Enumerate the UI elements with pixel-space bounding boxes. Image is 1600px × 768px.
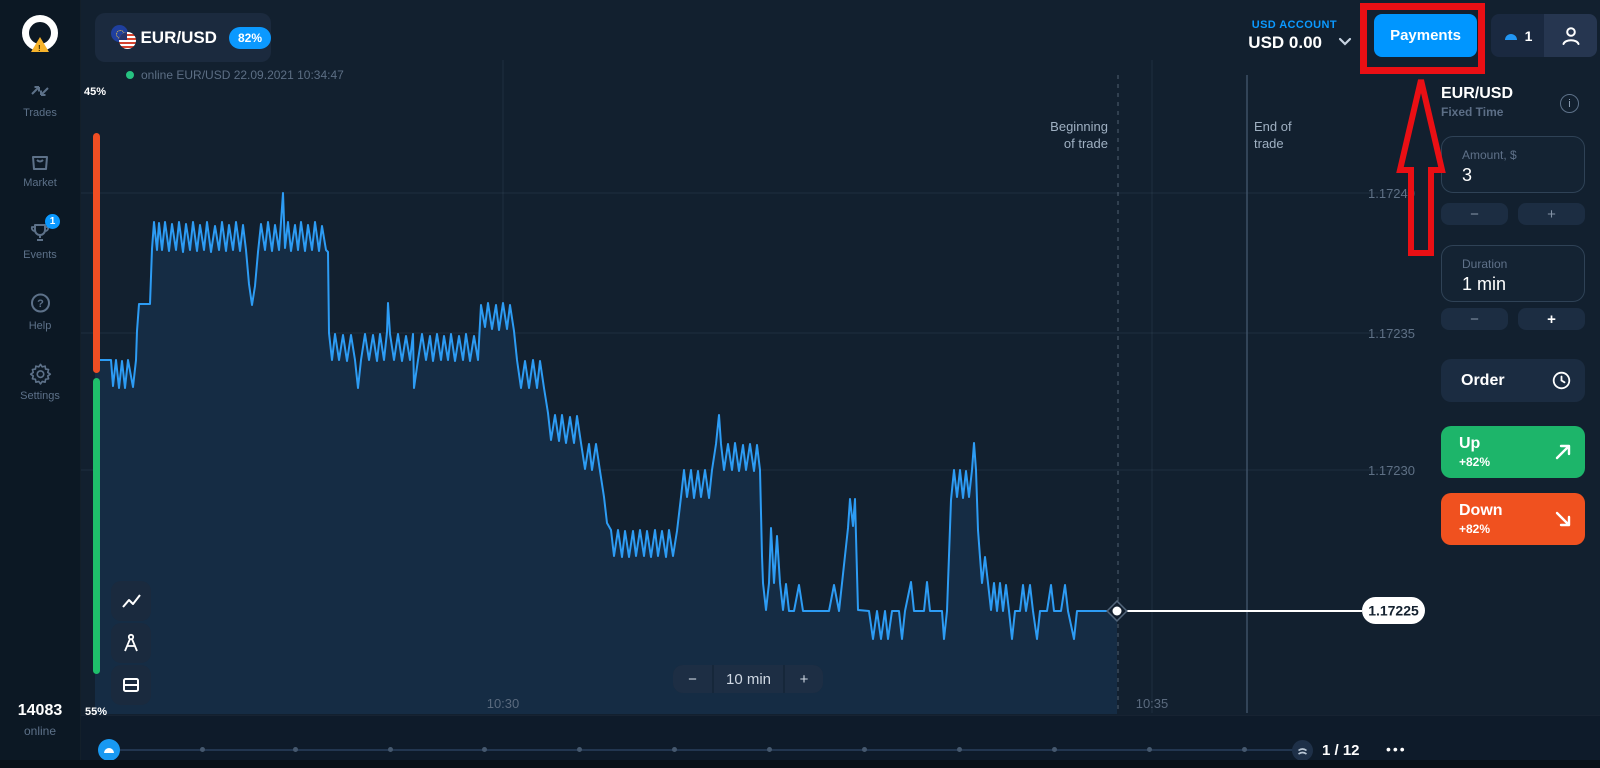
panel-asset-title: EUR/USD <box>1441 85 1514 102</box>
svg-text:?: ? <box>37 298 44 310</box>
duration-decrease-button[interactable]: − <box>1441 308 1508 330</box>
timeline-dot <box>862 747 867 752</box>
help-icon: ? <box>30 293 50 313</box>
compass-icon <box>124 633 138 652</box>
duration-value: 1 min <box>1462 274 1507 294</box>
sidebar-item-help[interactable]: ? Help <box>0 292 80 332</box>
timeline-dot <box>957 747 962 752</box>
trades-icon <box>31 86 49 96</box>
bottom-timeline-bar <box>80 715 1600 768</box>
amount-field[interactable]: Amount, $ 3 <box>1441 136 1585 193</box>
drawing-tools-button[interactable] <box>111 623 151 663</box>
timeline-dot <box>1242 747 1247 752</box>
x-axis-label: 10:30 <box>486 696 520 711</box>
pager-collapse-button[interactable] <box>1292 740 1313 761</box>
order-button[interactable]: Order <box>1441 359 1585 402</box>
amount-value: 3 <box>1462 165 1473 185</box>
duration-field[interactable]: Duration 1 min <box>1441 245 1585 302</box>
timeframe-zoom-in-button[interactable]: + <box>785 665 823 693</box>
up-label: Up <box>1459 435 1481 452</box>
timeline-dot <box>767 747 772 752</box>
timeline-dot <box>577 747 582 752</box>
asset-status-text: online EUR/USD 22.09.2021 10:34:47 <box>141 68 344 82</box>
end-of-trade-label: End of trade <box>1254 119 1292 151</box>
amount-decrease-button[interactable]: − <box>1441 203 1508 225</box>
y-axis-label: 1.17240 <box>1368 186 1415 201</box>
sidebar-item-settings[interactable]: Settings <box>0 362 80 402</box>
timeline-dot <box>200 747 205 752</box>
online-status-dot <box>126 71 134 79</box>
up-payout: +82% <box>1459 455 1491 469</box>
timeframe-value: 10 min <box>714 665 783 693</box>
double-chevron-icon <box>1298 747 1307 755</box>
timeline-dot <box>293 747 298 752</box>
timeline-dot <box>1052 747 1057 752</box>
sidebar: ! Trades Market 1 <box>0 0 81 768</box>
bottom-edge-strip <box>0 760 1600 768</box>
settings-gear-icon <box>29 363 51 385</box>
down-payout: +82% <box>1459 522 1491 536</box>
sidebar-item-market[interactable]: Market <box>0 150 80 189</box>
asset-name: EUR/USD <box>140 27 217 47</box>
duration-increase-button[interactable]: + <box>1518 308 1585 330</box>
asset-selector[interactable]: EUR/USD 82% <box>95 13 271 62</box>
account-type-label: USD ACCOUNT <box>1251 19 1337 31</box>
beginning-of-trade-label: Beginning of trade <box>1050 119 1108 151</box>
split-layout-icon <box>123 678 139 692</box>
rewards-arch-icon <box>1504 33 1517 40</box>
online-users-label: online <box>23 724 57 738</box>
arrow-up-right-icon <box>1555 444 1571 460</box>
timeframe-control: − 10 min + <box>673 665 823 693</box>
svg-text:1.17225: 1.17225 <box>1368 603 1419 619</box>
amount-increase-button[interactable]: + <box>1518 203 1585 225</box>
account-balance[interactable]: USD 0.00 <box>1248 33 1322 52</box>
up-trade-button[interactable]: Up +82% <box>1441 426 1585 478</box>
sidebar-item-events[interactable]: 1 Events <box>0 214 80 261</box>
olymp-trade-logo[interactable]: ! <box>22 15 58 53</box>
logo-warning-triangle <box>31 37 49 52</box>
timeline-dot <box>672 747 677 752</box>
panel-trade-mode: Fixed Time <box>1441 105 1504 119</box>
clock-icon <box>1552 371 1571 390</box>
down-trade-button[interactable]: Down +82% <box>1441 493 1585 545</box>
scroll-to-now-button[interactable] <box>98 739 120 761</box>
info-icon[interactable]: i <box>1560 94 1579 113</box>
amount-label: Amount, $ <box>1462 148 1517 162</box>
duration-label: Duration <box>1462 257 1508 271</box>
page-indicator: 1 / 12 <box>1322 742 1360 759</box>
chart-type-button[interactable] <box>111 581 151 621</box>
arrow-down-right-icon <box>1555 511 1571 527</box>
sentiment-bar-sell <box>93 133 100 373</box>
rewards-count: 1 <box>1524 27 1533 44</box>
events-badge: 1 <box>45 214 60 229</box>
asset-flags <box>111 24 136 51</box>
timeline-dot <box>1147 747 1152 752</box>
arch-icon <box>104 748 114 753</box>
timeframe-zoom-out-button[interactable]: − <box>673 665 712 693</box>
y-axis-label: 1.17230 <box>1368 463 1415 478</box>
y-axis-label: 1.17235 <box>1368 326 1415 341</box>
payments-button[interactable]: Payments <box>1374 14 1477 57</box>
chevron-down-icon[interactable] <box>1338 37 1352 46</box>
timeline-track[interactable] <box>120 749 1296 751</box>
line-chart-icon <box>121 594 141 608</box>
profile-button[interactable] <box>1544 14 1597 57</box>
us-flag-icon <box>119 31 136 49</box>
sentiment-up-percent: 45% <box>84 86 107 98</box>
sentiment-bar-buy <box>93 378 100 674</box>
timeline-dot <box>388 747 393 752</box>
x-axis-label: 10:35 <box>1135 696 1169 711</box>
timeline-dot <box>482 747 487 752</box>
payout-badge: 82% <box>228 26 271 49</box>
down-label: Down <box>1459 502 1503 519</box>
market-bag-icon <box>32 156 48 170</box>
layout-button[interactable] <box>111 665 151 705</box>
rewards-indicator[interactable]: 1 <box>1491 14 1544 57</box>
online-users-count: 14083 <box>17 702 63 719</box>
more-options-button[interactable]: ••• <box>1386 741 1407 757</box>
profile-person-icon <box>1562 26 1579 45</box>
sidebar-item-trades[interactable]: Trades <box>0 80 80 119</box>
